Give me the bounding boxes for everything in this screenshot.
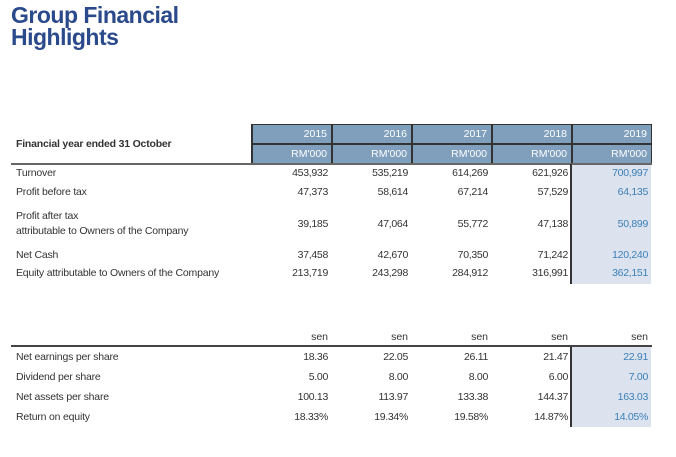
cell-value: 5.00: [308, 371, 329, 383]
cell-value: 22.91: [623, 351, 648, 363]
cell-value: 39,185: [297, 218, 329, 230]
year-header: 2017: [413, 125, 491, 143]
highlight-divider: [570, 164, 572, 284]
cell-value: 316,991: [532, 267, 568, 279]
highlight-column-2019-sen: [571, 347, 651, 427]
cell-value: 50,899: [617, 218, 649, 230]
cell-value: 22.05: [383, 351, 408, 363]
cell-value: 71,242: [537, 249, 569, 261]
cell-value: 7.00: [628, 371, 649, 383]
cell-value: 18.36: [303, 351, 328, 363]
row-label: Net assets per share: [16, 391, 109, 403]
cell-value: 64,135: [617, 186, 649, 198]
cell-value: 26.11: [464, 351, 488, 363]
row-label: Equity attributable to Owners of the Com…: [16, 267, 220, 279]
year-header: 2019: [573, 125, 651, 143]
unit-header: RM'000: [493, 145, 571, 163]
table-header-label: Financial year ended 31 October: [16, 138, 172, 150]
cell-value: 58,614: [377, 186, 409, 198]
cell-value: 535,219: [372, 167, 408, 179]
cell-value: 18.33%: [294, 411, 328, 423]
unit-label: sen: [391, 331, 408, 343]
unit-header: RM'000: [573, 145, 651, 163]
cell-value: 213,719: [292, 267, 328, 279]
row-label: Turnover: [16, 167, 57, 179]
cell-value: 614,269: [452, 167, 488, 179]
cell-value: 243,298: [372, 267, 408, 279]
cell-value: 163.03: [617, 391, 649, 403]
unit-header: RM'000: [253, 145, 331, 163]
cell-value: 55,772: [457, 218, 489, 230]
cell-value: 133.38: [457, 391, 489, 403]
cell-value: 120,240: [612, 249, 648, 261]
cell-value: 21.47: [543, 351, 568, 363]
row-label: Return on equity: [16, 411, 90, 423]
cell-value: 14.05%: [614, 411, 648, 423]
cell-value: 113.97: [378, 391, 408, 403]
unit-header: RM'000: [413, 145, 491, 163]
cell-value: 42,670: [377, 249, 409, 261]
unit-label: sen: [551, 331, 568, 343]
title-line-2: Highlights: [11, 24, 119, 50]
cell-value: 47,373: [297, 186, 329, 198]
unit-label: sen: [631, 331, 648, 343]
cell-value: 47,064: [377, 218, 409, 230]
header-rule: [11, 163, 652, 165]
cell-value: 37,458: [297, 249, 329, 261]
cell-value: 8.00: [388, 371, 409, 383]
unit-header: RM'000: [333, 145, 411, 163]
cell-value: 144.37: [537, 391, 569, 403]
cell-value: 362,151: [612, 267, 648, 279]
cell-value: 284,912: [452, 267, 488, 279]
row-label: Net Cash: [16, 249, 59, 261]
row-label: Dividend per share: [16, 371, 101, 383]
row-label: Profit before tax: [16, 186, 87, 198]
year-header: 2015: [253, 125, 331, 143]
cell-value: 47,138: [537, 218, 569, 230]
row-label: Net earnings per share: [16, 351, 119, 363]
header-rule: [11, 345, 652, 347]
highlight-divider: [570, 347, 572, 427]
cell-value: 67,214: [457, 186, 489, 198]
cell-value: 70,350: [457, 249, 489, 261]
page-title: Group Financial Highlights: [11, 2, 179, 50]
cell-value: 700,997: [612, 167, 648, 179]
cell-value: 57,529: [537, 186, 569, 198]
row-label-line2: attributable to Owners of the Company: [16, 225, 189, 237]
cell-value: 100.13: [297, 391, 329, 403]
unit-label: sen: [471, 331, 488, 343]
cell-value: 8.00: [468, 371, 489, 383]
cell-value: 14.87%: [534, 411, 568, 423]
row-label: Profit after tax: [16, 210, 79, 222]
title-line-1: Group Financial: [11, 2, 179, 28]
year-header: 2018: [493, 125, 571, 143]
cell-value: 453,932: [292, 167, 328, 179]
cell-value: 19.58%: [454, 411, 488, 423]
year-header: 2016: [333, 125, 411, 143]
highlight-column-2019: [571, 164, 651, 284]
cell-value: 19.34%: [374, 411, 408, 423]
cell-value: 6.00: [548, 371, 569, 383]
cell-value: 621,926: [532, 167, 568, 179]
unit-label: sen: [311, 331, 328, 343]
